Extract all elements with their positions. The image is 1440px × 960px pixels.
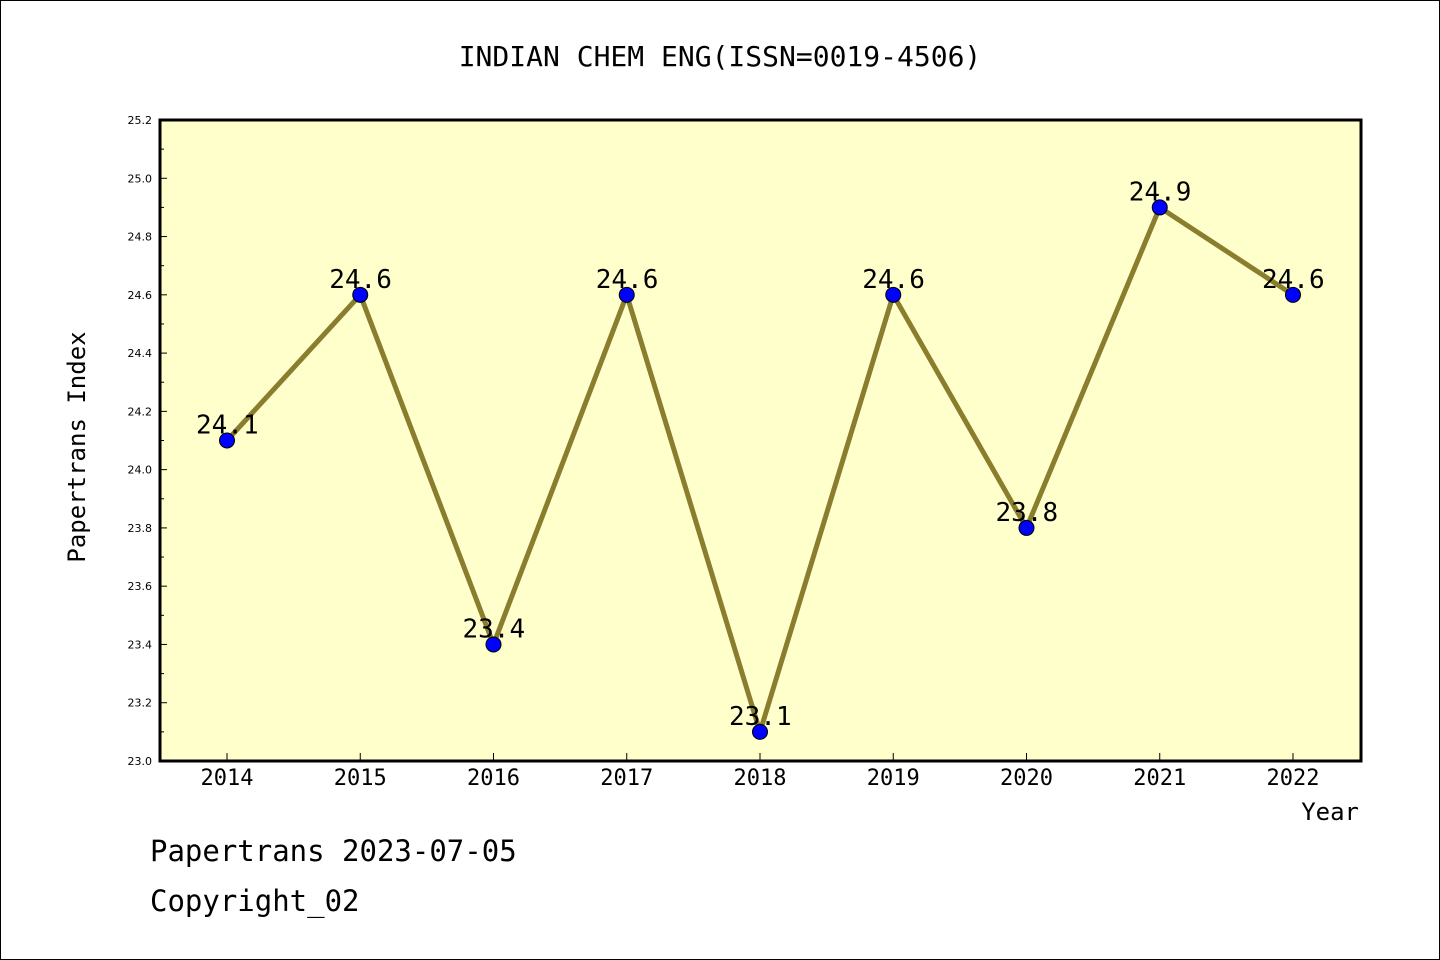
footer-copyright: Copyright_02 (150, 884, 360, 918)
y-tick-label: 24.2 (128, 405, 153, 418)
data-label: 23.4 (463, 614, 526, 644)
x-tick-label: 2014 (201, 766, 254, 791)
y-tick-label: 25.0 (128, 172, 153, 185)
data-point (752, 723, 768, 740)
data-label: 24.6 (596, 265, 659, 295)
data-point (1151, 199, 1168, 216)
x-tick-label: 2016 (467, 766, 520, 791)
x-axis: 2014 2015 2016 2017 2018 2019 2020 2021 2022 (201, 753, 1320, 791)
y-tick-label: 24.8 (128, 231, 153, 244)
y-tick-label: 24.0 (128, 464, 153, 477)
data-label: 24.6 (329, 265, 392, 295)
data-labels-group: 24.1 24.6 23.4 24.6 23.1 24.6 23.8 24.9 24.6 (196, 177, 1325, 731)
y-tick-label: 23.4 (128, 638, 153, 651)
x-tick-label: 2020 (1000, 766, 1053, 791)
y-tick-label: 25.2 (128, 114, 153, 127)
x-tick-label: 2017 (600, 766, 653, 791)
y-tick-label: 23.8 (128, 522, 153, 535)
y-tick-label: 23.6 (128, 580, 153, 593)
data-label: 24.9 (1129, 177, 1192, 207)
data-point (1018, 519, 1035, 536)
x-tick-label: 2021 (1133, 766, 1186, 791)
x-tick-label: 2015 (334, 766, 387, 791)
data-point (885, 286, 902, 303)
x-tick-label: 2018 (734, 766, 787, 791)
data-point (485, 636, 502, 653)
plot-area (158, 118, 1363, 763)
x-axis-title: Year (1301, 798, 1359, 826)
y-tick-label: 23.0 (128, 755, 153, 768)
series-points-group (219, 199, 1301, 740)
y-tick-label: 24.6 (128, 289, 153, 302)
data-label: 24.6 (1262, 265, 1325, 295)
x-tick-label: 2019 (867, 766, 920, 791)
data-label: 24.1 (196, 411, 259, 441)
y-tick-label: 24.4 (128, 347, 153, 360)
data-label: 23.1 (729, 702, 792, 732)
y-tick-label: 23.2 (128, 697, 153, 710)
data-label: 24.6 (862, 265, 925, 295)
chart-title: INDIAN CHEM ENG(ISSN=0019-4506) (459, 40, 982, 73)
data-point (1285, 286, 1301, 303)
data-point (618, 286, 635, 303)
y-axis: 23.0 23.2 23.4 23.6 23.8 24.0 24.2 24.4 24.6 24.8… (128, 114, 167, 768)
footer-date-line: Papertrans 2023-07-05 (150, 834, 517, 868)
y-axis-title: Papertrans Index (63, 331, 91, 562)
x-tick-label: 2022 (1267, 766, 1320, 791)
data-point (219, 432, 235, 449)
data-label: 23.8 (996, 498, 1059, 528)
data-point (352, 286, 369, 303)
